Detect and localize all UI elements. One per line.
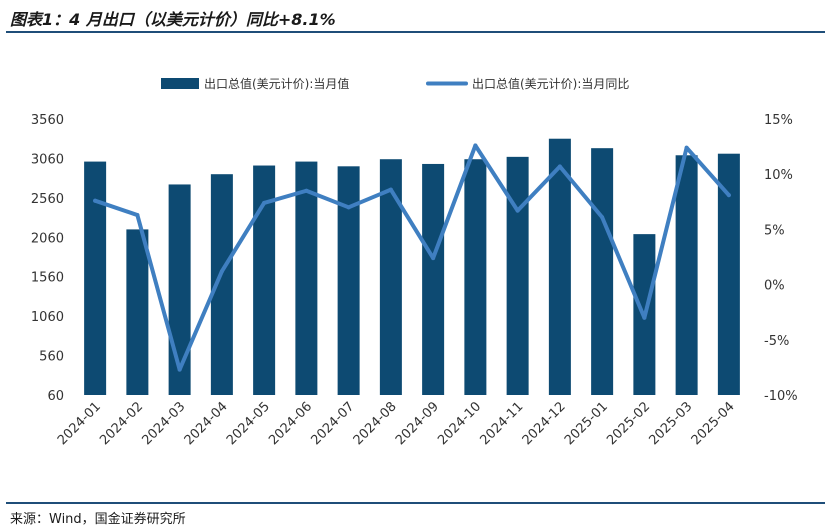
bar	[295, 161, 318, 395]
bar-series	[84, 138, 740, 395]
bar	[548, 138, 571, 395]
line-point	[219, 269, 224, 274]
legend-line-label: 出口总值(美元计价):当月同比	[472, 76, 629, 91]
line-point	[135, 213, 140, 218]
footer-divider	[6, 502, 825, 504]
bar	[506, 156, 529, 395]
y-left-tick-label: 2560	[31, 192, 64, 207]
y-left-tick-label: 2060	[31, 231, 64, 246]
legend-bar-swatch	[161, 78, 199, 89]
x-tick-label: 2024-01	[55, 399, 104, 448]
line-point	[304, 188, 309, 193]
line-point	[388, 187, 393, 192]
x-axis: 2024-012024-022024-032024-042024-052024-…	[55, 399, 738, 448]
line-point	[262, 200, 267, 205]
y-right-tick-label: 0%	[764, 279, 785, 294]
source-note: 来源：Wind，国金证券研究所	[10, 512, 186, 527]
line-point	[557, 164, 562, 169]
x-tick-label: 2025-04	[689, 399, 738, 448]
y-right-tick-label: -5%	[764, 334, 789, 349]
y-right-tick-label: 15%	[764, 113, 793, 128]
line-series-path	[93, 143, 731, 372]
title-divider	[6, 31, 825, 33]
bar	[379, 159, 402, 395]
line-point	[726, 193, 731, 198]
bar	[84, 161, 107, 395]
line-point	[600, 215, 605, 220]
x-tick-label: 2025-01	[562, 399, 611, 448]
line-point	[473, 143, 478, 148]
line-point	[515, 208, 520, 213]
y-left-tick-label: 3560	[31, 113, 64, 128]
bar	[422, 163, 445, 395]
y-left-tick-label: 1060	[31, 310, 64, 325]
x-tick-label: 2024-09	[393, 399, 442, 448]
y-left-tick-label: 60	[47, 389, 64, 404]
bar	[253, 165, 276, 395]
y-left-tick-label: 1560	[31, 271, 64, 286]
bar	[337, 166, 360, 395]
bar	[464, 159, 487, 395]
legend: 出口总值(美元计价):当月值 出口总值(美元计价):当月同比	[161, 76, 629, 91]
y-right-tick-label: -10%	[764, 389, 798, 404]
bar	[675, 155, 698, 395]
x-tick-label: 2024-02	[97, 399, 146, 448]
x-tick-label: 2024-06	[266, 399, 315, 448]
legend-bar-label: 出口总值(美元计价):当月值	[204, 76, 349, 91]
x-tick-label: 2024-10	[435, 399, 484, 448]
y-right-tick-label: 10%	[764, 168, 793, 183]
x-tick-label: 2024-04	[182, 399, 231, 448]
x-tick-label: 2025-03	[646, 399, 695, 448]
bar	[210, 174, 233, 395]
line-point	[177, 367, 182, 372]
line-point	[684, 145, 689, 150]
bar	[126, 229, 149, 395]
y-right-tick-label: 5%	[764, 223, 785, 238]
x-tick-label: 2024-03	[139, 399, 188, 448]
bar	[591, 148, 614, 395]
bar	[717, 153, 740, 395]
x-tick-label: 2024-07	[308, 399, 357, 448]
x-tick-label: 2024-12	[520, 399, 569, 448]
line-point	[93, 198, 98, 203]
left-axis: 3560 3060 2560 2060 1560 1060 560 60	[31, 113, 64, 404]
x-tick-label: 2024-11	[477, 399, 526, 448]
line-point	[346, 205, 351, 210]
y-left-tick-label: 560	[39, 350, 64, 365]
x-tick-label: 2024-05	[224, 399, 273, 448]
y-left-tick-label: 3060	[31, 152, 64, 167]
x-tick-label: 2024-08	[351, 399, 400, 448]
line-point	[431, 256, 436, 261]
line-point	[642, 315, 647, 320]
right-axis: 15% 10% 5% 0% -5% -10%	[764, 113, 798, 404]
line-series	[93, 143, 731, 372]
chart-title: 图表1：4 月出口（以美元计价）同比+8.1%	[10, 10, 336, 29]
x-tick-label: 2025-02	[604, 399, 653, 448]
